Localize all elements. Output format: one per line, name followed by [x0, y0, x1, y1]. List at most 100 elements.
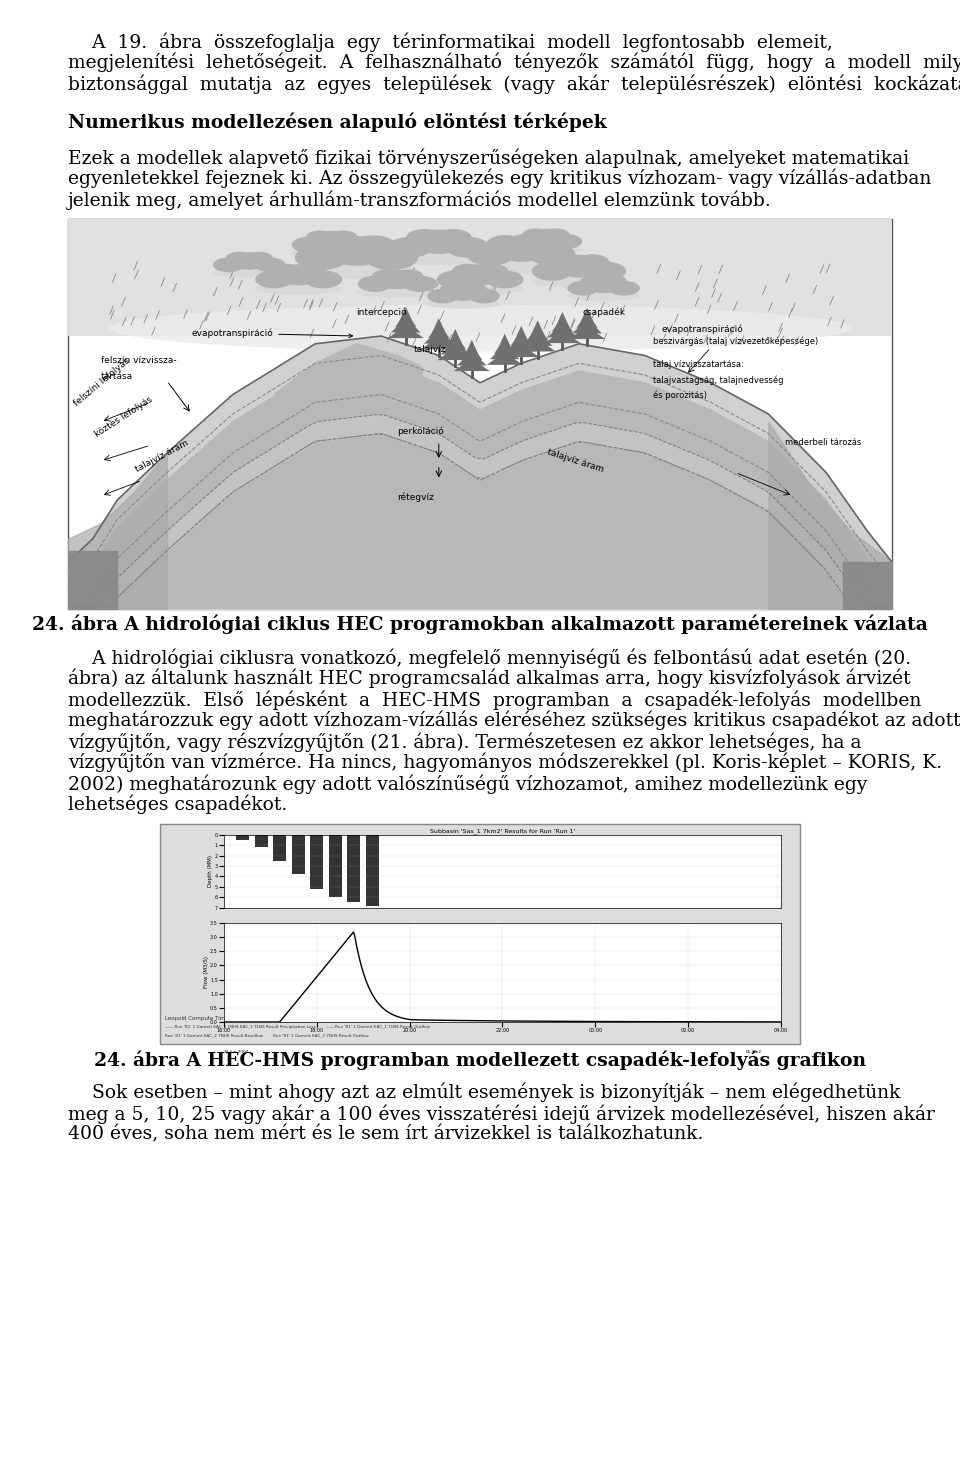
Text: lehetséges csapadékot.: lehetséges csapadékot. — [68, 795, 287, 814]
Text: beszivárgás (talaj vízvezetőképessége): beszivárgás (talaj vízvezetőképessége) — [653, 336, 818, 346]
Circle shape — [213, 257, 245, 272]
Bar — [329, 835, 342, 898]
Text: egyenletekkel fejeznek ki. Az összegyülekezés egy kritikus vízhozam- vagy vízáll: egyenletekkel fejeznek ki. Az összegyüle… — [68, 170, 931, 189]
Circle shape — [567, 281, 599, 295]
Text: ábra) az általunk használt HEC programcsalád alkalmas arra, hogy kisvízfolyások : ábra) az általunk használt HEC programcs… — [68, 670, 911, 689]
Text: megjelenítési  lehetőségeit.  A  felhasználható  tényezők  számától  függ,  hogy: megjelenítési lehetőségeit. A felhasznál… — [68, 53, 960, 73]
Polygon shape — [428, 323, 449, 338]
Text: evapotranspiráció: evapotranspiráció — [661, 325, 743, 335]
Circle shape — [510, 234, 541, 249]
Circle shape — [522, 228, 549, 241]
Bar — [292, 835, 304, 874]
Y-axis label: Flow (M3/S): Flow (M3/S) — [204, 956, 208, 988]
Ellipse shape — [509, 244, 583, 254]
Text: meg a 5, 10, 25 vagy akár a 100 éves visszatérési idejű árvizek modellezésével, : meg a 5, 10, 25 vagy akár a 100 éves vis… — [68, 1104, 935, 1123]
Text: Ezek a modellek alapvető fizikai törvényszerűségeken alapulnak, amelyeket matema: Ezek a modellek alapvető fizikai törvény… — [68, 148, 909, 168]
Circle shape — [543, 228, 569, 241]
Circle shape — [586, 262, 626, 281]
Circle shape — [230, 251, 268, 269]
Circle shape — [551, 234, 582, 249]
Polygon shape — [547, 323, 577, 338]
Circle shape — [254, 257, 285, 272]
Text: 2002) meghatározunk egy adott valószínűségű vízhozamot, amihez modellezünk egy: 2002) meghatározunk egy adott valószínűs… — [68, 773, 868, 794]
Circle shape — [516, 235, 557, 254]
Polygon shape — [544, 330, 581, 344]
Text: 400 éves, soha nem mért és le sem írt árvizekkel is találkozhatunk.: 400 éves, soha nem mért és le sem írt ár… — [68, 1124, 704, 1143]
Text: modellezzük.  Első  lépésként  a  HEC-HMS  programban  a  csapadék-lefolyás  mod: modellezzük. Első lépésként a HEC-HMS pr… — [68, 690, 922, 709]
Circle shape — [548, 254, 583, 270]
Text: 24. ábra A HEC-HMS programban modellezett csapadék-lefolyás grafikon: 24. ábra A HEC-HMS programban modellezet… — [94, 1050, 866, 1070]
Circle shape — [445, 237, 490, 257]
Circle shape — [601, 275, 627, 288]
Bar — [366, 835, 379, 905]
Circle shape — [372, 269, 400, 284]
Circle shape — [377, 270, 418, 289]
Polygon shape — [531, 320, 544, 335]
Text: talajvastagság, talajnedvesség: talajvastagság, talajnedvesség — [653, 376, 783, 385]
Polygon shape — [572, 319, 602, 333]
Circle shape — [467, 244, 514, 266]
Polygon shape — [569, 326, 605, 339]
Y-axis label: Depth (MM): Depth (MM) — [208, 855, 213, 887]
Text: meghatározzuk egy adott vízhozam-vízállás eléréséhez szükséges kritikus csapadék: meghatározzuk egy adott vízhozam-vízállá… — [68, 711, 960, 731]
Circle shape — [527, 228, 564, 246]
Bar — [68, 219, 892, 336]
Ellipse shape — [291, 249, 372, 259]
Circle shape — [452, 263, 484, 279]
Circle shape — [413, 230, 465, 254]
Circle shape — [580, 275, 607, 288]
Polygon shape — [457, 351, 487, 366]
Polygon shape — [68, 363, 892, 610]
Polygon shape — [519, 339, 556, 351]
Text: tartása: tartása — [101, 371, 133, 382]
Polygon shape — [511, 330, 532, 346]
Circle shape — [317, 235, 361, 256]
Circle shape — [311, 231, 352, 250]
Text: Sok esetben – mint ahogy azt az elmúlt események is bizonyítják – nem elégedhetü: Sok esetben – mint ahogy azt az elmúlt e… — [68, 1083, 900, 1102]
Text: biztonsággal  mutatja  az  egyes  települések  (vagy  akár  településrészek)  el: biztonsággal mutatja az egyes települése… — [68, 75, 960, 94]
Polygon shape — [556, 311, 569, 326]
Circle shape — [427, 288, 459, 304]
Circle shape — [437, 270, 474, 288]
Circle shape — [575, 254, 610, 270]
Polygon shape — [396, 311, 417, 327]
Bar — [348, 835, 360, 902]
Polygon shape — [441, 339, 470, 355]
Circle shape — [388, 237, 432, 257]
Ellipse shape — [426, 298, 500, 308]
Polygon shape — [391, 317, 420, 332]
Circle shape — [292, 237, 326, 253]
Bar — [274, 835, 286, 861]
Ellipse shape — [566, 291, 640, 301]
Text: köztes lefolyás: köztes lefolyás — [93, 395, 154, 440]
Circle shape — [435, 230, 471, 247]
Text: A hidrológiai ciklusra vonatkozó, megfelelő mennyiségű és felbontású adat esetén: A hidrológiai ciklusra vonatkozó, megfel… — [68, 648, 911, 668]
Circle shape — [351, 235, 396, 256]
Circle shape — [458, 265, 502, 285]
Bar — [236, 835, 249, 841]
Polygon shape — [527, 325, 548, 341]
Polygon shape — [420, 336, 457, 349]
Polygon shape — [503, 345, 540, 357]
Polygon shape — [490, 345, 519, 360]
Text: talajvíz áram: talajvíz áram — [546, 447, 605, 475]
Circle shape — [295, 246, 348, 270]
Ellipse shape — [109, 304, 851, 351]
Text: intercepció: intercepció — [356, 307, 406, 317]
Polygon shape — [448, 329, 462, 344]
Polygon shape — [581, 308, 593, 322]
Circle shape — [226, 251, 252, 265]
Circle shape — [358, 276, 393, 292]
Text: —— Run 'R1' 1 Garnett 6AC_1 1NHS 6AC_1 T1NS Result Precipitation Loss        —— : —— Run 'R1' 1 Garnett 6AC_1 1NHS 6AC_1 T… — [165, 1025, 430, 1029]
Circle shape — [609, 281, 640, 295]
Circle shape — [306, 231, 335, 244]
Circle shape — [486, 270, 523, 288]
Circle shape — [403, 276, 438, 292]
Title: Subbasin 'Sas_1 7km2' Results for Run 'Run 1': Subbasin 'Sas_1 7km2' Results for Run 'R… — [430, 827, 575, 833]
Text: A  19.  ábra  összefoglalja  egy  térinformatikai  modell  legfontosabb  elemeit: A 19. ábra összefoglalja egy térinformat… — [68, 32, 833, 51]
Text: evapotranspiráció: evapotranspiráció — [192, 329, 352, 338]
Polygon shape — [444, 333, 466, 349]
Polygon shape — [515, 326, 528, 341]
Polygon shape — [424, 329, 454, 344]
Text: 05-Jun2: 05-Jun2 — [746, 1050, 762, 1054]
